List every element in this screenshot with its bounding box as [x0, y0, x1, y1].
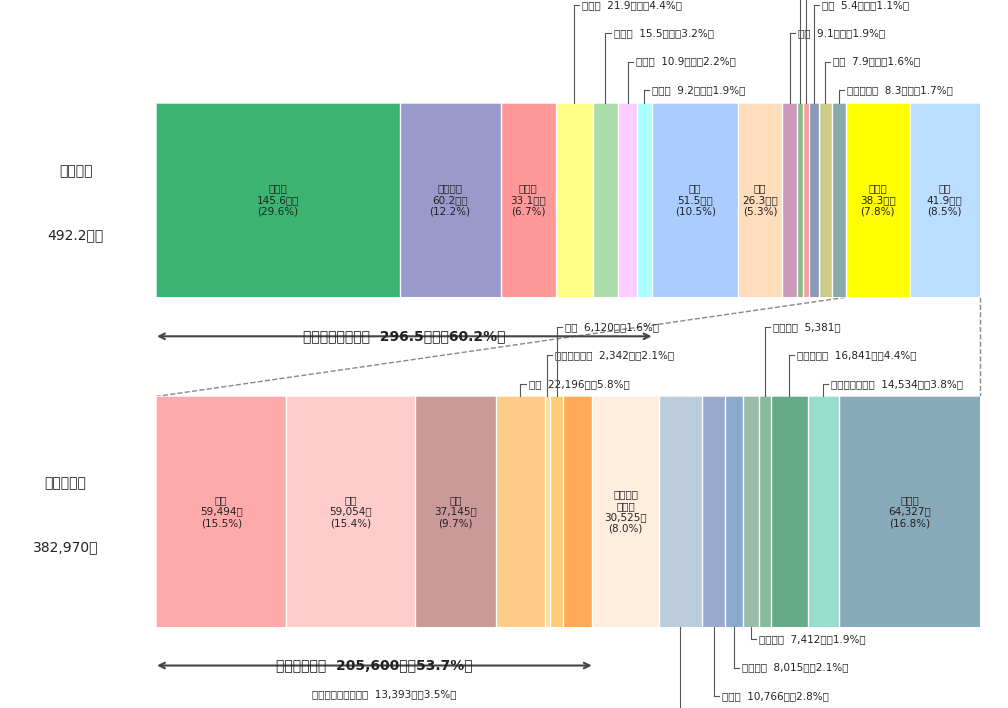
Text: 欧州その他  16,841人（4.4%）: 欧州その他 16,841人（4.4%） [797, 350, 916, 360]
Text: 九州・沖縄  8.3万人（1.7%）: 九州・沖縄 8.3万人（1.7%） [847, 85, 953, 95]
Text: オーストラリア  14,534人（3.8%）: オーストラリア 14,534人（3.8%） [832, 379, 964, 389]
Text: 宿泊者数: 宿泊者数 [58, 165, 93, 178]
Text: 台湾
37,145人
(9.7%): 台湾 37,145人 (9.7%) [434, 495, 477, 528]
Text: 北陸  5.4万人（1.1%）: 北陸 5.4万人（1.1%） [823, 0, 909, 10]
Text: アメリカ
カナダ
30,525人
(8.0%): アメリカ カナダ 30,525人 (8.0%) [605, 489, 647, 534]
Text: アジア・中東その他  13,393人（3.5%）: アジア・中東その他 13,393人（3.5%） [312, 690, 457, 700]
Text: 大阪府
145.6万人
(29.6%): 大阪府 145.6万人 (29.6%) [257, 183, 299, 217]
Text: 和歌山県
60.2万人
(12.2%): 和歌山県 60.2万人 (12.2%) [429, 183, 471, 217]
Text: 滋賀県  10.9万人（2.2%）: 滋賀県 10.9万人（2.2%） [636, 57, 736, 67]
Text: 東海
26.3万人
(5.3%): 東海 26.3万人 (5.3%) [742, 183, 778, 217]
Text: イタリア  5,381人: イタリア 5,381人 [773, 322, 841, 332]
Text: その他
64,327人
(16.8%): その他 64,327人 (16.8%) [888, 495, 931, 528]
Text: 兵庫県
33.1万人
(6.7%): 兵庫県 33.1万人 (6.7%) [510, 183, 546, 217]
Text: 中国  9.1万人（1.9%）: 中国 9.1万人（1.9%） [798, 28, 885, 38]
Text: 自県及び近隣府県  296.5万人（60.2%）: 自県及び近隣府県 296.5万人（60.2%） [303, 329, 506, 343]
Text: 中国
59,494人
(15.5%): 中国 59,494人 (15.5%) [200, 495, 243, 528]
Text: 三重県  9.2万人（1.9%）: 三重県 9.2万人（1.9%） [652, 85, 746, 95]
Text: イギリス  8,015人（2.1%）: イギリス 8,015人（2.1%） [742, 663, 849, 673]
Text: 関東
51.5万人
(10.5%): 関東 51.5万人 (10.5%) [674, 183, 716, 217]
Text: 492.2万人: 492.2万人 [47, 229, 104, 242]
Text: 382,970人: 382,970人 [33, 540, 98, 554]
Text: 韓国  22,196人（5.8%）: 韓国 22,196人（5.8%） [528, 379, 629, 389]
Text: シンガポール  2,342人（2.1%）: シンガポール 2,342人（2.1%） [555, 350, 674, 360]
Text: 香港
59,054人
(15.4%): 香港 59,054人 (15.4%) [330, 495, 372, 528]
Text: ドイツ  10,766人（2.8%）: ドイツ 10,766人（2.8%） [722, 691, 829, 701]
Text: 不明
41.9万人
(8.5%): 不明 41.9万人 (8.5%) [926, 183, 963, 217]
Text: 外国人
38.3万人
(7.8%): 外国人 38.3万人 (7.8%) [860, 183, 895, 217]
Text: うち外国人: うち外国人 [44, 476, 87, 490]
Text: 京都府  21.9万人（4.4%）: 京都府 21.9万人（4.4%） [583, 0, 682, 10]
Text: スペイン  7,412人（1.9%）: スペイン 7,412人（1.9%） [759, 634, 866, 644]
Text: タイ  6,120人（1.6%）: タイ 6,120人（1.6%） [564, 322, 658, 332]
Text: 四国  7.9万人（1.6%）: 四国 7.9万人（1.6%） [834, 57, 920, 67]
Text: アジア・中東  205,600人（53.7%）: アジア・中東 205,600人（53.7%） [276, 658, 473, 673]
Text: 奈良県  15.5万人（3.2%）: 奈良県 15.5万人（3.2%） [614, 28, 714, 38]
